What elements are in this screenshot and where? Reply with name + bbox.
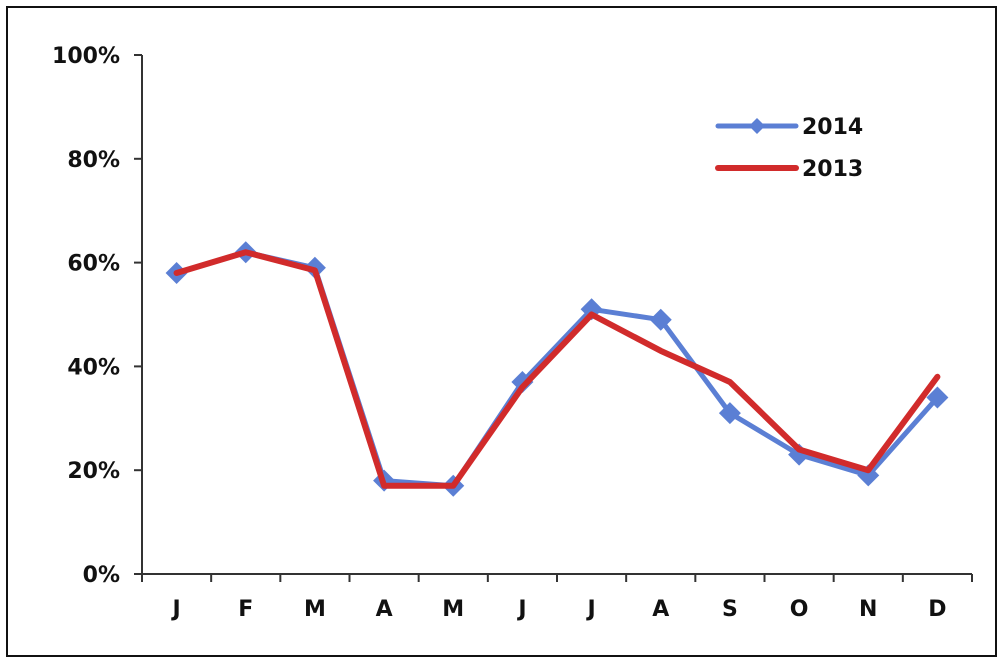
x-tick-label: F xyxy=(238,597,253,622)
series-layer xyxy=(165,241,949,497)
legend-item-2013: 2013 xyxy=(715,157,863,182)
x-tick-label: D xyxy=(928,597,946,622)
x-tick-label: M xyxy=(304,597,326,622)
x-tick-label: M xyxy=(442,597,464,622)
y-tick-label: 20% xyxy=(67,459,120,484)
legend-item-2014: 2014 xyxy=(715,115,863,140)
legend-marker-2014 xyxy=(749,118,765,134)
x-tick-label: O xyxy=(790,597,809,622)
y-tick-label: 100% xyxy=(52,44,120,69)
x-tick-label: J xyxy=(516,597,526,622)
legend-label-2013: 2013 xyxy=(802,157,863,182)
x-tick-label: J xyxy=(585,597,595,622)
y-tick-label: 60% xyxy=(67,252,120,277)
x-tick-label: A xyxy=(652,597,669,622)
data-point-2014 xyxy=(926,386,949,409)
series-2013 xyxy=(173,249,941,489)
series-line-2014 xyxy=(174,249,940,489)
data-point-2014 xyxy=(511,370,534,393)
series-line-2013 xyxy=(173,249,941,489)
data-point-2014 xyxy=(718,402,741,425)
legend: 2014 2013 xyxy=(715,115,863,182)
x-tick-label: N xyxy=(859,597,877,622)
legend-label-2014: 2014 xyxy=(802,115,863,140)
y-tick-label: 80% xyxy=(67,148,120,173)
data-point-2014 xyxy=(649,308,672,331)
chart-frame xyxy=(6,6,997,657)
x-tick-label: S xyxy=(722,597,738,622)
axes: 0% 20% 40% 60% 80% 100% J F M A M J J A S O N D xyxy=(52,44,973,622)
y-tick-label: 0% xyxy=(83,563,120,588)
y-tick-label: 40% xyxy=(67,355,120,380)
x-tick-label: A xyxy=(376,597,393,622)
x-tick-label: J xyxy=(170,597,180,622)
